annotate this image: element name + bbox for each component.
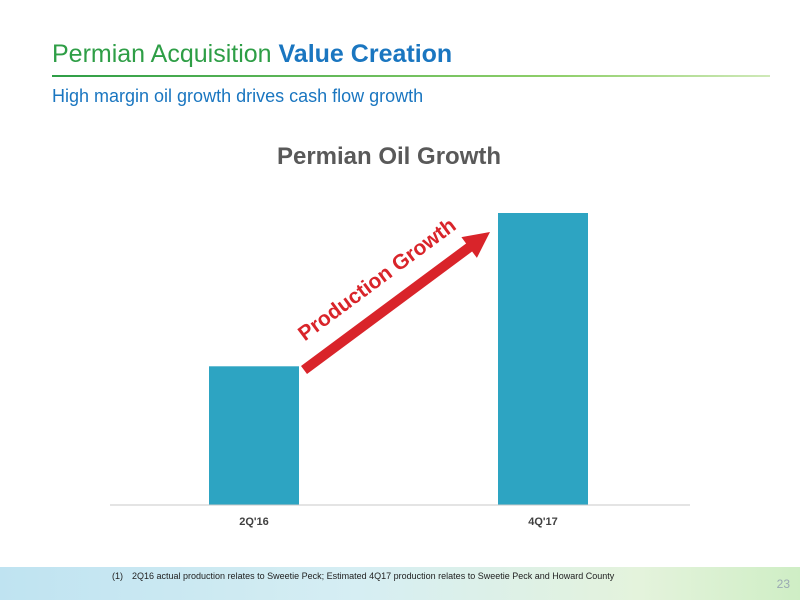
- footnote-text: 2Q16 actual production relates to Sweeti…: [132, 571, 615, 581]
- slide-subtitle: High margin oil growth drives cash flow …: [52, 86, 424, 106]
- page-number: 23: [776, 577, 790, 591]
- chart-title: Permian Oil Growth: [277, 143, 501, 170]
- arrow-icon: [301, 232, 490, 374]
- production-growth-arrow: Production Growth: [294, 214, 490, 374]
- arrow-annotation-label: Production Growth: [294, 214, 460, 346]
- x-tick-label-0: 2Q'16: [239, 516, 269, 528]
- bar-0: [209, 366, 299, 505]
- bar-chart: Permian Oil Growth 2Q'16 4Q'17 Production…: [110, 143, 690, 528]
- slide-title-emphasis: Value Creation: [278, 40, 453, 68]
- x-tick-label-1: 4Q'17: [528, 516, 558, 528]
- footnote-number: (1): [112, 571, 123, 581]
- footer-band: [0, 567, 800, 600]
- slide-title-main: Permian Acquisition: [52, 40, 272, 68]
- slide-title: Permian Acquisition Value Creation: [52, 40, 452, 69]
- bar-1: [498, 213, 588, 505]
- title-divider: [52, 75, 770, 77]
